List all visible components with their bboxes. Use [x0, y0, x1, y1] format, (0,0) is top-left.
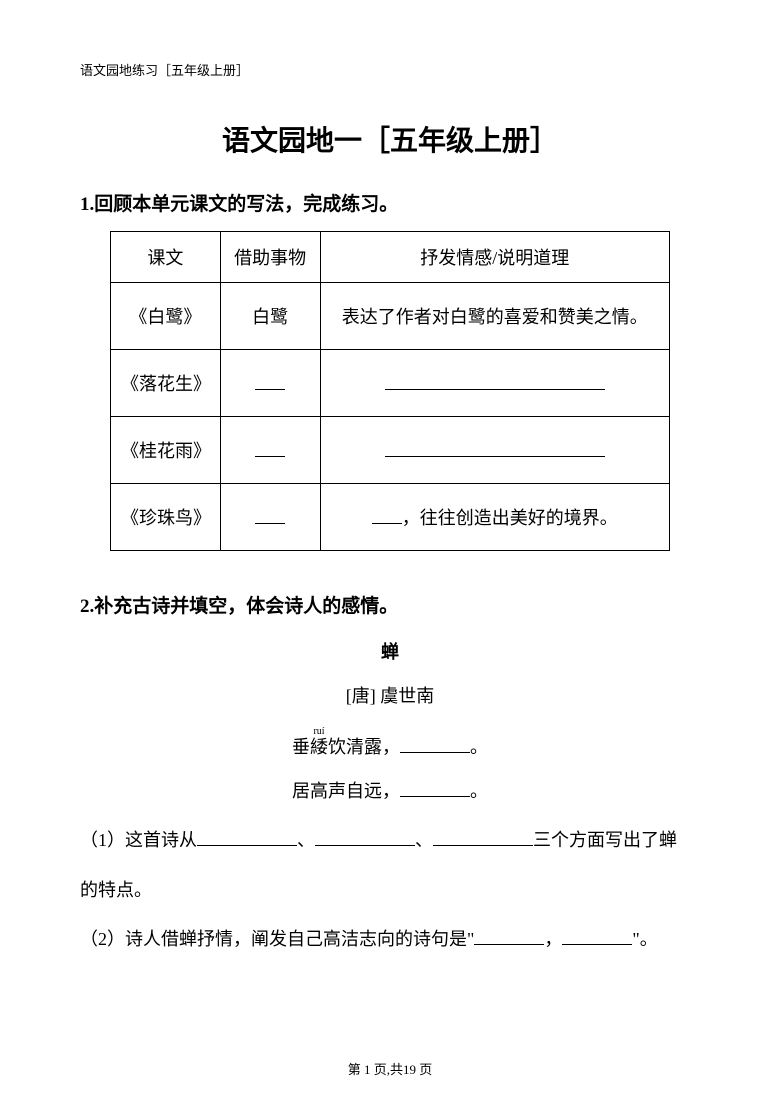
- blank-field[interactable]: [385, 439, 605, 457]
- main-title: 语文园地一［五年级上册］: [80, 119, 700, 159]
- cell-feeling: [320, 350, 670, 417]
- poem-author: [唐] 虞世南: [80, 682, 700, 708]
- q-text: 三个方面写出了蝉: [533, 830, 677, 850]
- q2-sub1: （1）这首诗从 、 、 三个方面写出了蝉: [80, 821, 700, 861]
- blank-field[interactable]: [400, 735, 470, 753]
- th-feeling: 抒发情感/说明道理: [320, 232, 670, 283]
- ruby-char: 緌ruí: [310, 737, 328, 757]
- blank-field[interactable]: [474, 927, 544, 945]
- table-row: 《落花生》: [111, 350, 670, 417]
- table-row: 《珍珠鸟》 ，往往创造出美好的境界。: [111, 484, 670, 551]
- poem-text: 饮清露，: [328, 737, 400, 757]
- cell-text: 《落花生》: [111, 350, 221, 417]
- q1-table: 课文 借助事物 抒发情感/说明道理 《白鹭》 白鹭 表达了作者对白鹭的喜爱和赞美…: [110, 231, 670, 551]
- blank-field[interactable]: [400, 779, 470, 797]
- blank-field[interactable]: [372, 506, 402, 524]
- cell-thing: 白鹭: [220, 283, 320, 350]
- q1-heading: 1.回顾本单元课文的写法，完成练习。: [80, 189, 700, 216]
- poem-text: 居高声自远，: [292, 781, 400, 801]
- cell-feeling: ，往往创造出美好的境界。: [320, 484, 670, 551]
- blank-field[interactable]: [385, 372, 605, 390]
- blank-field[interactable]: [315, 828, 415, 846]
- q-text: （1）这首诗从: [80, 830, 197, 850]
- cell-text: 《桂花雨》: [111, 417, 221, 484]
- blank-field[interactable]: [255, 439, 285, 457]
- page-footer: 第 1 页,共19 页: [0, 1059, 780, 1078]
- punct: 、: [415, 830, 433, 850]
- table-header-row: 课文 借助事物 抒发情感/说明道理: [111, 232, 670, 283]
- blank-field[interactable]: [255, 506, 285, 524]
- cell-text: 《珍珠鸟》: [111, 484, 221, 551]
- cell-feeling: [320, 417, 670, 484]
- poem-section: 蝉 [唐] 虞世南 垂緌ruí饮清露， 。 居高声自远， 。: [80, 638, 700, 803]
- q2-heading: 2.补充古诗并填空，体会诗人的感情。: [80, 591, 700, 618]
- blank-field[interactable]: [255, 372, 285, 390]
- poem-line-2: 居高声自远， 。: [80, 777, 700, 803]
- q2-sub1-end: 的特点。: [80, 871, 700, 911]
- q2-sub2: （2）诗人借蝉抒情，阐发自己高洁志向的诗句是" ， "。: [80, 920, 700, 960]
- punct: 。: [470, 737, 488, 757]
- blank-field[interactable]: [433, 828, 533, 846]
- q-text: "。: [632, 929, 657, 949]
- blank-field[interactable]: [562, 927, 632, 945]
- punct: ，: [544, 929, 562, 949]
- page-header: 语文园地练习［五年级上册］: [80, 60, 700, 79]
- punct: 。: [470, 781, 488, 801]
- table-row: 《白鹭》 白鹭 表达了作者对白鹭的喜爱和赞美之情。: [111, 283, 670, 350]
- poem-line-1: 垂緌ruí饮清露， 。: [80, 726, 700, 759]
- cell-thing: [220, 417, 320, 484]
- punct: 、: [297, 830, 315, 850]
- blank-field[interactable]: [197, 828, 297, 846]
- cell-thing: [220, 350, 320, 417]
- cell-feeling: 表达了作者对白鹭的喜爱和赞美之情。: [320, 283, 670, 350]
- q-text: （2）诗人借蝉抒情，阐发自己高洁志向的诗句是": [80, 929, 474, 949]
- table-row: 《桂花雨》: [111, 417, 670, 484]
- cell-thing: [220, 484, 320, 551]
- cell-text: 《白鹭》: [111, 283, 221, 350]
- poem-text: 垂: [292, 737, 310, 757]
- poem-title: 蝉: [80, 638, 700, 664]
- th-text: 课文: [111, 232, 221, 283]
- th-thing: 借助事物: [220, 232, 320, 283]
- cell-feeling-suffix: ，往往创造出美好的境界。: [402, 508, 618, 528]
